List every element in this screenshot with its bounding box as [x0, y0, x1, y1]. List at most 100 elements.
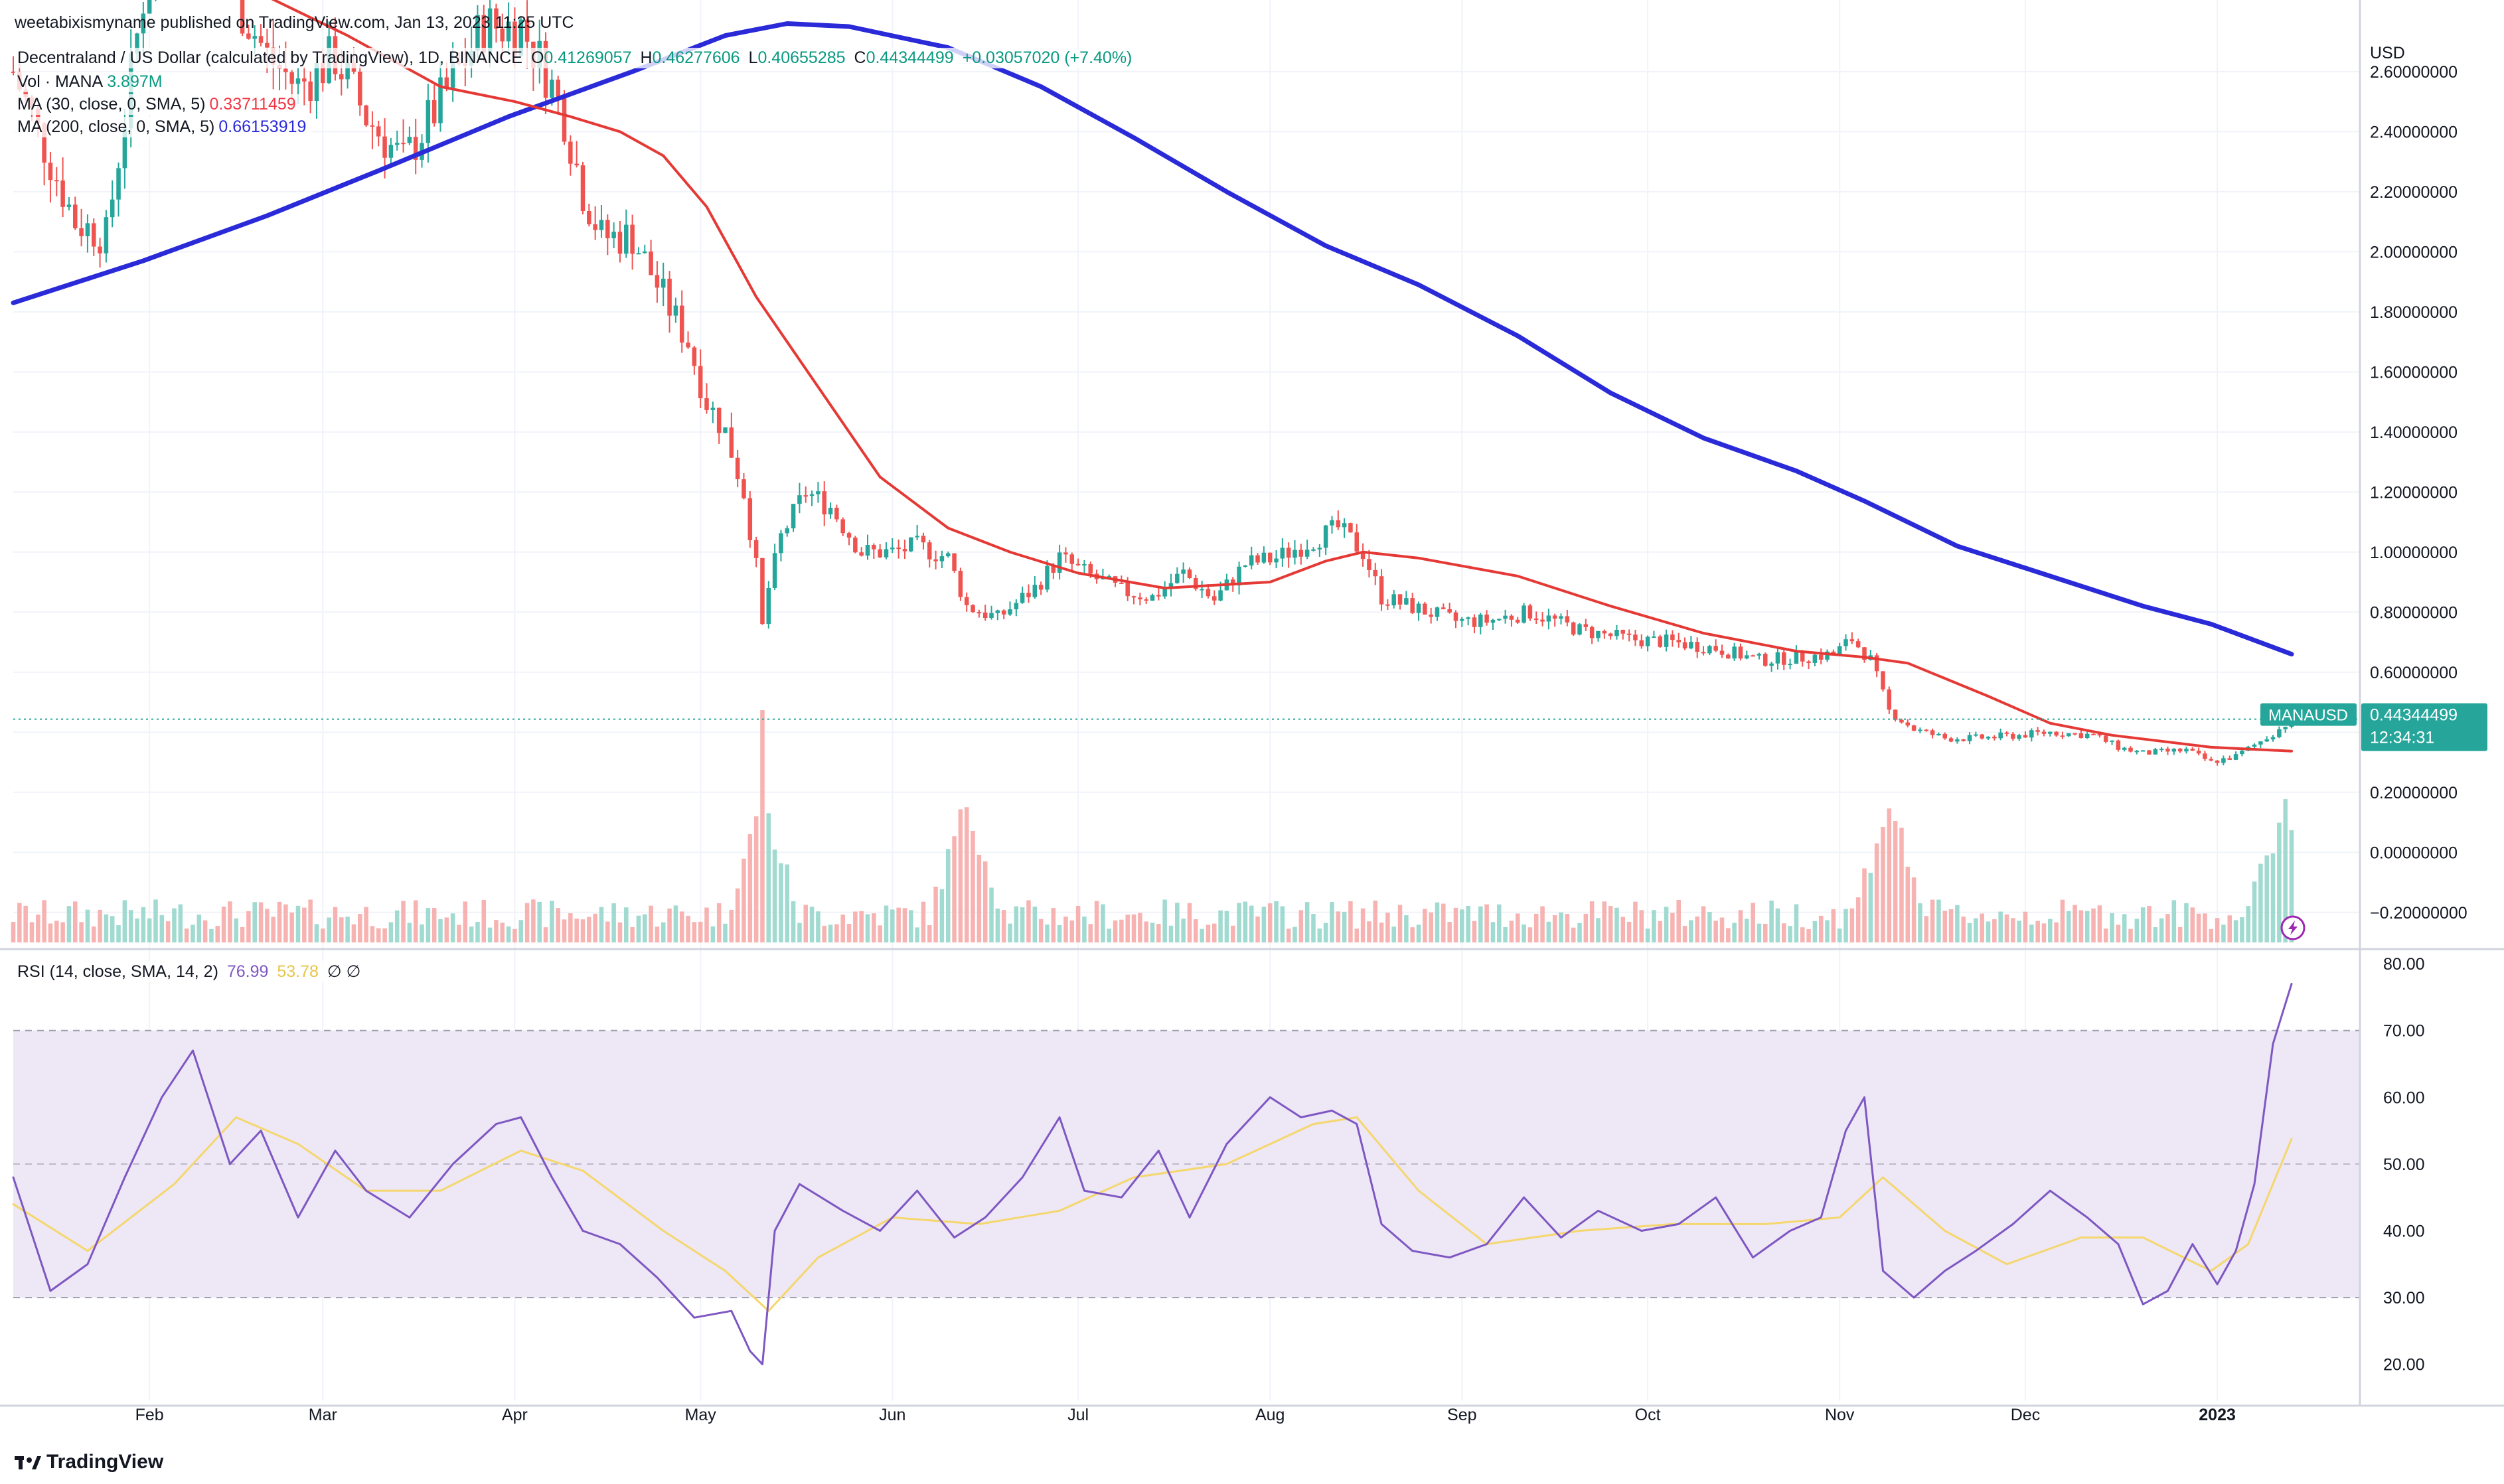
candle-body-2022-10-30 — [1825, 651, 1830, 660]
low-label: L — [748, 48, 758, 67]
tradingview-logo-icon — [15, 1456, 41, 1470]
volume-bar-2022-10-23 — [1781, 923, 1786, 942]
rsi-tick-label: 70.00 — [2383, 1022, 2425, 1041]
volume-bar-2022-05-04 — [716, 903, 722, 942]
rsi-legend[interactable]: RSI (14, close, SMA, 14, 2) 76.99 53.78 … — [15, 961, 368, 982]
volume-bar-2022-10-16 — [1738, 910, 1743, 942]
candle-body-2022-07-28 — [1243, 565, 1248, 567]
candle-body-2022-10-19 — [1757, 654, 1762, 656]
y-tick-label: 1.80000000 — [2370, 303, 2458, 322]
volume-label: Vol · MANA — [17, 72, 104, 91]
candle-body-2022-02-19 — [258, 36, 264, 43]
candle-body-2023-01-07 — [2252, 744, 2257, 747]
moving-averages — [11, 0, 2294, 753]
volume-bar-2022-01-17 — [54, 921, 59, 942]
candle-body-2022-08-08 — [1311, 549, 1316, 551]
candle-body-2022-11-23 — [1974, 734, 1978, 736]
volume-bar-2022-06-20 — [1008, 923, 1012, 942]
candle-body-2022-12-11 — [2084, 733, 2090, 739]
candle-body-2022-01-30 — [135, 33, 139, 54]
candle-body-2022-05-01 — [698, 366, 703, 399]
volume-bar-2022-07-24 — [1218, 910, 1223, 942]
volume-bar-2023-01-01 — [2215, 918, 2220, 942]
candle-body-2022-02-18 — [252, 36, 257, 39]
candle-body-2022-12-01 — [2023, 735, 2028, 738]
candle-body-2022-06-14 — [971, 605, 975, 613]
candle-body-2022-07-15 — [1162, 587, 1167, 597]
candle-body-2022-07-29 — [1249, 555, 1254, 566]
volume-bar-2022-02-03 — [159, 915, 165, 942]
volume-bar-2022-06-06 — [921, 901, 926, 942]
volume-bar-2022-07-30 — [1255, 916, 1260, 942]
volume-bar-2022-03-15 — [407, 923, 412, 942]
candle-body-2022-05-03 — [710, 408, 716, 410]
volume-bar-2022-09-22 — [1589, 901, 1595, 942]
candle-body-2022-04-28 — [679, 305, 684, 343]
volume-bar-2022-02-04 — [165, 921, 171, 942]
candle-body-2022-01-15 — [42, 123, 46, 163]
volume-bar-2022-02-02 — [153, 899, 158, 942]
volume-bar-2022-09-03 — [1472, 921, 1477, 942]
candle-body-2022-05-13 — [772, 553, 777, 588]
volume-bar-2022-12-23 — [2159, 918, 2164, 942]
candle-body-2022-03-29 — [494, 8, 499, 29]
volume-bar-2022-08-09 — [1317, 928, 1322, 942]
volume-bar-2022-08-16 — [1360, 908, 1366, 942]
volume-bar-2022-09-30 — [1639, 910, 1644, 942]
candle-body-2022-10-29 — [1818, 654, 1824, 660]
candle-body-2022-08-27 — [1429, 614, 1433, 617]
ma30-legend[interactable]: MA (30, close, 0, SMA, 5) 0.33711459 — [15, 94, 303, 115]
x-tick-label: Mar — [309, 1406, 337, 1424]
candle-body-2022-06-16 — [982, 613, 988, 618]
volume-bar-2022-01-19 — [66, 906, 72, 942]
volume-bar-2022-09-21 — [1583, 913, 1589, 942]
publisher-line: weetabixismyname published on TradingVie… — [15, 13, 574, 32]
candle-body-2022-12-08 — [2066, 733, 2071, 737]
candle-body-2022-12-13 — [2097, 734, 2102, 736]
ma200-legend[interactable]: MA (200, close, 0, SMA, 5) 0.66153919 — [15, 117, 313, 137]
candle-body-2022-09-15 — [1546, 615, 1551, 622]
volume-bar-2022-08-04 — [1286, 928, 1291, 942]
y-tick-label: 0.20000000 — [2370, 784, 2458, 802]
volume-bar-2022-09-23 — [1596, 918, 1601, 942]
volume-bar-2022-04-10 — [568, 913, 573, 942]
volume-bar-2022-06-12 — [958, 809, 963, 942]
candle-body-2022-07-11 — [1138, 597, 1142, 600]
volume-bar-2022-04-30 — [692, 922, 697, 942]
candle-body-2022-03-13 — [394, 143, 400, 145]
volume-bar-2022-06-26 — [1045, 924, 1050, 942]
price-tag: MANAUSD 0.44344499 12:34:31 — [13, 703, 2487, 940]
candle-body-2022-11-07 — [1874, 655, 1879, 672]
low-value: 0.40655285 — [757, 48, 846, 67]
price-tag-value: 0.44344499 — [2370, 706, 2458, 725]
candle-body-2023-01-01 — [2215, 760, 2220, 763]
candle-body-2022-12-12 — [2091, 733, 2096, 735]
candle-body-2023-01-04 — [2233, 754, 2238, 760]
volume-bar-2022-03-23 — [457, 925, 461, 942]
volume-bar-2022-08-18 — [1373, 900, 1378, 942]
volume-bar-2022-10-30 — [1825, 920, 1830, 942]
x-tick-label: May — [685, 1406, 717, 1424]
candle-body-2022-05-04 — [716, 408, 722, 433]
symbol-legend[interactable]: Decentraland / US Dollar (calculated by … — [15, 48, 1139, 68]
candle-body-2022-03-14 — [401, 143, 406, 145]
volume-bar-2022-11-14 — [1918, 903, 1922, 942]
candle-body-2022-08-20 — [1385, 604, 1390, 606]
volume-bar-2022-02-10 — [202, 920, 208, 942]
volume-bar-2022-08-30 — [1447, 922, 1452, 942]
tradingview-brand[interactable]: TradingView — [15, 1451, 163, 1473]
candle-body-2022-10-12 — [1713, 646, 1718, 651]
candle-body-2022-09-22 — [1589, 627, 1595, 638]
volume-bar-2022-09-08 — [1503, 927, 1508, 942]
candle-body-2022-09-11 — [1522, 605, 1526, 623]
candle-body-2022-01-27 — [116, 168, 121, 200]
ma30-line — [271, 0, 2293, 753]
y-tick-label: 1.20000000 — [2370, 483, 2458, 502]
volume-bar-2022-11-11 — [1899, 828, 1904, 942]
volume-bar-2022-07-23 — [1212, 923, 1217, 942]
rsi-tick-label: 30.00 — [2383, 1289, 2425, 1307]
volume-bar-2022-08-25 — [1416, 925, 1421, 942]
volume-bar-2022-12-19 — [2134, 919, 2140, 942]
volume-legend[interactable]: Vol · MANA 3.897M — [15, 72, 169, 92]
